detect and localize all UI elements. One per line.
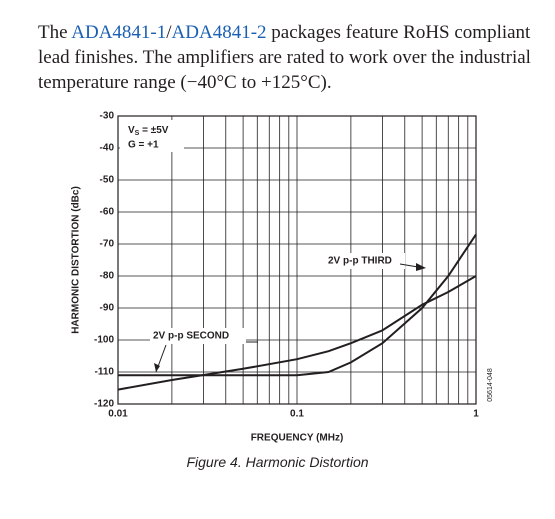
text: packages feature RoHS compliant lead fin… xyxy=(38,22,531,93)
link[interactable]: ADA4841-1 xyxy=(71,22,167,43)
y-tick-label: -50 xyxy=(100,175,115,186)
plot-frame xyxy=(117,115,477,405)
y-tick-label: -30 xyxy=(100,111,115,122)
label-bg xyxy=(325,253,405,269)
caption: Figure 4. Harmonic Distortion xyxy=(186,454,369,470)
x-tick-label: 0.1 xyxy=(290,409,304,420)
y-tick-label: -100 xyxy=(94,335,114,346)
x-tick-label: 0.01 xyxy=(108,409,128,420)
series-label: 2V p-p SECOND xyxy=(153,331,229,342)
y-tick-label: -90 xyxy=(100,303,115,314)
y-tick-label: -120 xyxy=(94,399,114,410)
conditions-gain: G = +1 xyxy=(128,140,159,151)
x-axis-label: FREQUENCY (MHz) xyxy=(251,433,344,444)
y-tick-label: -40 xyxy=(100,143,115,154)
y-axis-label: HARMONIC DISTORTION (dBc) xyxy=(71,186,82,334)
label-bg xyxy=(150,328,246,344)
series-label: 2V p-p THIRD xyxy=(328,256,392,267)
conditions: VS = ±5V xyxy=(128,125,169,137)
conditions-box xyxy=(120,120,184,152)
figure-id: 05614-048 xyxy=(487,368,494,402)
x-tick-label: 1 xyxy=(473,409,479,420)
y-tick-label: -110 xyxy=(95,367,115,378)
y-tick-label: -60 xyxy=(100,207,115,218)
conditions-v: V xyxy=(128,125,135,136)
arrowhead xyxy=(154,363,160,372)
link[interactable]: ADA4841-2 xyxy=(171,22,267,43)
text: The xyxy=(38,22,72,43)
arrowhead xyxy=(416,263,426,271)
y-tick-label: -80 xyxy=(100,271,115,282)
paragraph: The ADA4841-1/ADA4841-2 packages feature… xyxy=(38,20,533,95)
conditions-rest: = ±5V xyxy=(139,125,168,136)
y-tick-label: -70 xyxy=(100,239,115,250)
series-line xyxy=(118,233,477,377)
leader xyxy=(155,341,258,373)
text: / xyxy=(166,22,172,43)
conditions-sub: S xyxy=(135,130,140,137)
